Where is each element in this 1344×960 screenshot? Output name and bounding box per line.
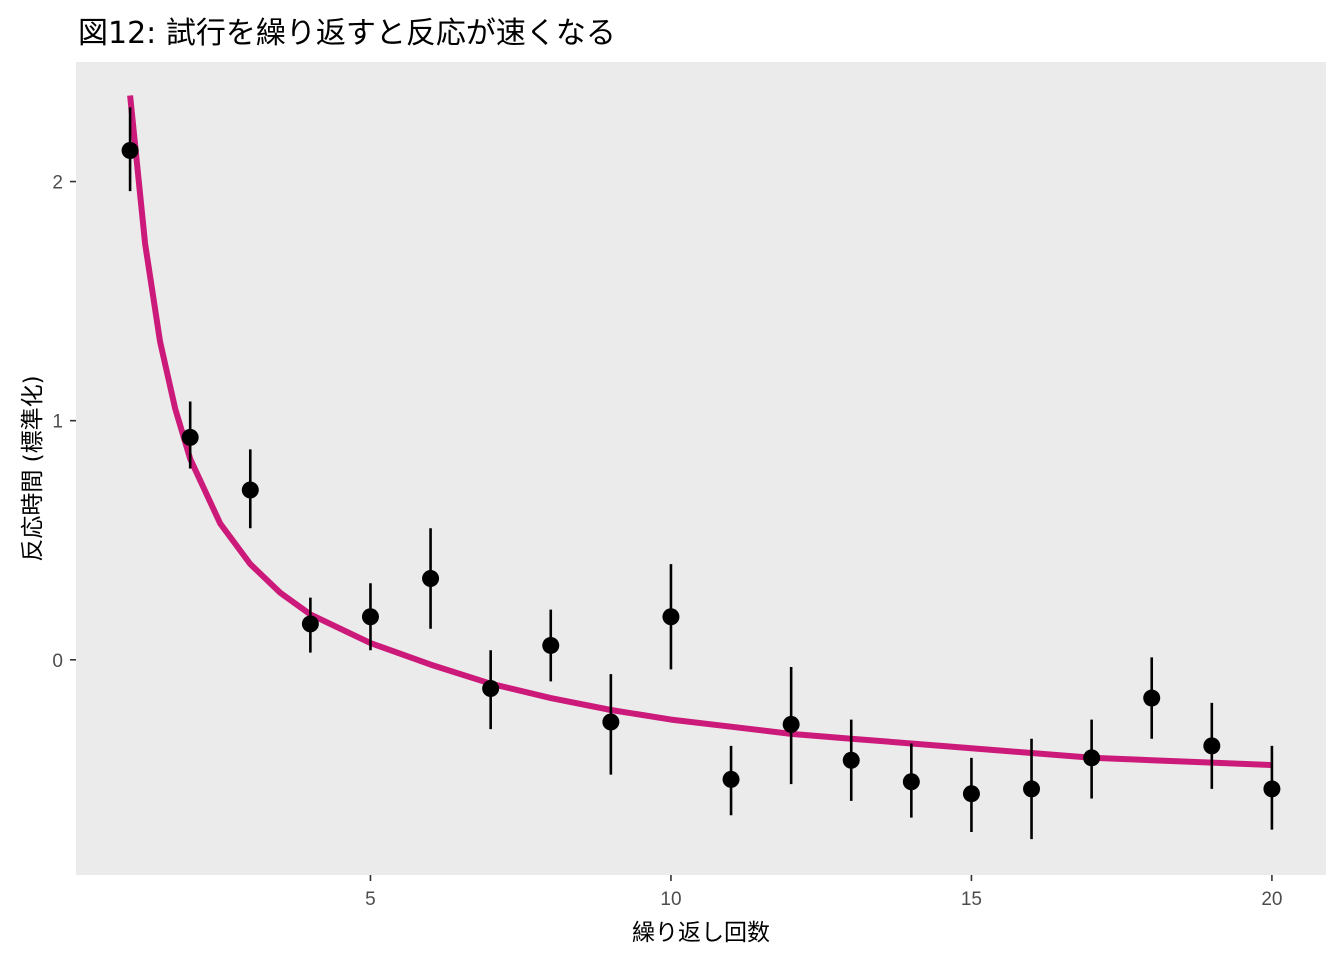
data-point <box>782 715 800 733</box>
data-point <box>602 713 620 731</box>
data-point <box>1143 689 1161 707</box>
data-point <box>121 141 139 159</box>
x-axis: 5 10 15 20 <box>365 875 1282 910</box>
data-point <box>902 773 920 791</box>
x-tick-label: 20 <box>1261 889 1282 910</box>
data-point <box>301 615 319 633</box>
data-point <box>722 770 740 788</box>
y-tick-label: 2 <box>52 173 63 194</box>
data-point <box>842 751 860 769</box>
y-tick-label: 1 <box>52 412 63 433</box>
chart-title: 図12: 試行を繰り返すと反応が速くなる <box>78 16 616 51</box>
data-point <box>1263 780 1281 798</box>
data-point <box>662 608 680 626</box>
points-layer <box>121 107 1281 840</box>
data-point <box>1083 749 1101 767</box>
x-axis-title: 繰り返し回数 <box>632 920 770 946</box>
x-tick-label: 5 <box>365 889 376 910</box>
data-point <box>482 679 500 697</box>
data-point <box>422 569 440 587</box>
plot-panel <box>76 62 1326 875</box>
y-axis: 0 1 2 <box>52 173 76 672</box>
data-point <box>542 636 560 654</box>
y-axis-title: 反応時間 (標準化) <box>20 375 46 561</box>
data-point <box>181 428 199 446</box>
data-point <box>241 481 259 499</box>
x-tick-label: 15 <box>961 889 982 910</box>
data-point <box>1203 737 1221 755</box>
y-tick-label: 0 <box>52 651 63 672</box>
data-point <box>361 608 379 626</box>
data-point <box>1023 780 1041 798</box>
x-tick-label: 10 <box>660 889 681 910</box>
data-point <box>962 785 980 803</box>
